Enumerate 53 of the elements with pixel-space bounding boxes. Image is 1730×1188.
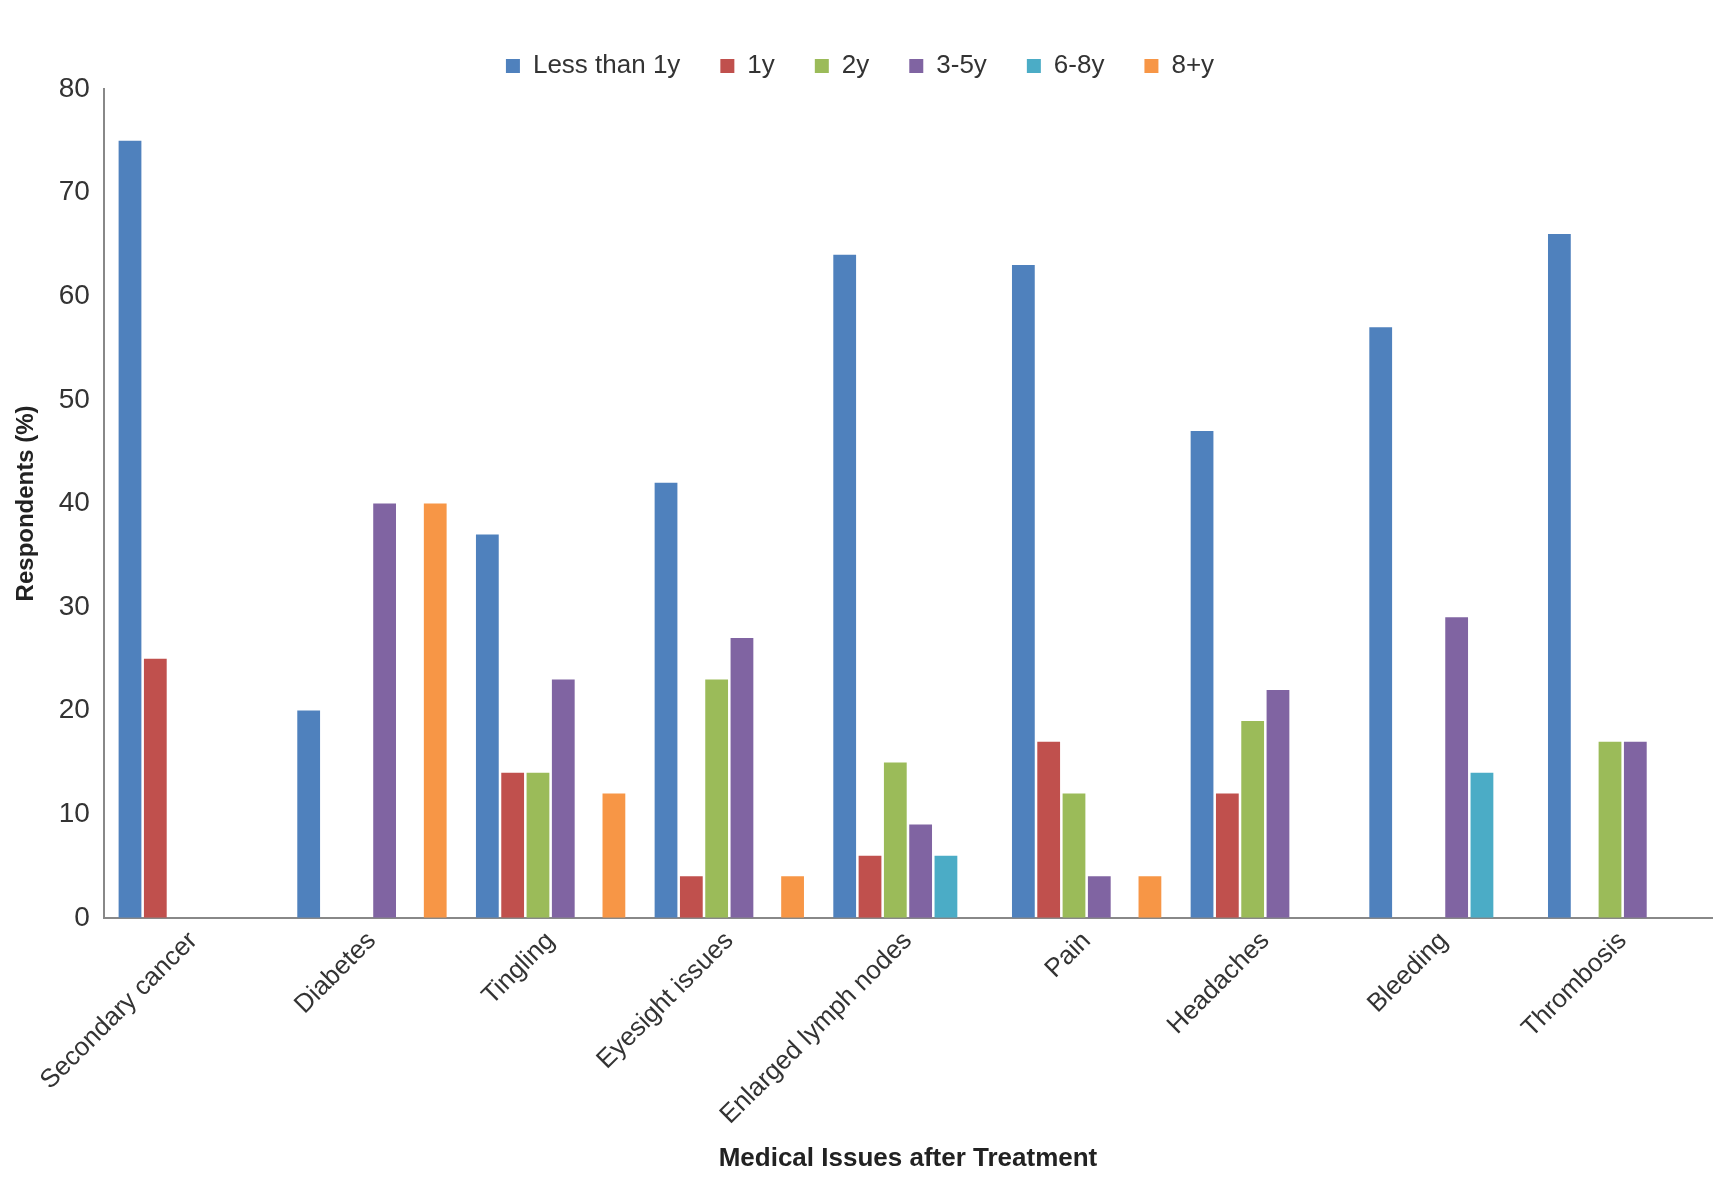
bar (501, 772, 525, 918)
y-tick-label: 10 (58, 796, 90, 828)
bar (118, 140, 142, 918)
bar (1138, 876, 1162, 918)
bar (1266, 689, 1290, 918)
bar (1623, 741, 1647, 918)
legend-label: 8+y (1171, 49, 1215, 80)
bar (1598, 741, 1622, 918)
bar (373, 503, 396, 918)
bar (526, 772, 550, 918)
bar (297, 710, 321, 918)
bar (883, 762, 907, 918)
bar (833, 254, 857, 918)
bar (1241, 720, 1265, 918)
bar (423, 503, 447, 918)
legend-label: 2y (841, 49, 870, 80)
legend-label: 3-5y (936, 49, 987, 80)
y-tick-label: 20 (58, 693, 90, 725)
legend-label: Less than 1y (532, 49, 681, 80)
bar (679, 876, 703, 918)
legend-label: 1y (747, 49, 775, 80)
bar (934, 855, 958, 918)
bar (1215, 793, 1239, 918)
bar (475, 534, 499, 918)
bar (1369, 327, 1393, 918)
bar (654, 482, 678, 918)
bar (781, 876, 804, 918)
bar (551, 679, 575, 918)
x-tick-label: Pain (1037, 924, 1096, 983)
bar (1062, 793, 1086, 918)
y-tick-label: 40 (58, 486, 90, 518)
bar (1445, 617, 1469, 918)
bar (730, 638, 754, 918)
bar (602, 793, 626, 918)
bar (1190, 430, 1214, 918)
y-tick-label: 80 (58, 71, 90, 103)
bar (1547, 234, 1571, 918)
y-tick-label: 30 (58, 589, 90, 621)
bar (858, 855, 882, 918)
bar (1470, 772, 1494, 918)
y-tick-label: 70 (58, 175, 90, 207)
bar (705, 679, 729, 918)
y-axis-title: Respondents (%) (11, 405, 39, 602)
bar (1037, 741, 1061, 918)
y-tick-label: 0 (74, 900, 90, 932)
y-tick-label: 50 (58, 382, 90, 414)
y-tick-label: 60 (58, 278, 90, 310)
bar (143, 658, 167, 918)
bar (909, 824, 933, 918)
bar (1087, 876, 1111, 918)
legend-label: 6-8y (1053, 49, 1105, 80)
x-axis-title: Medical Issues after Treatment (718, 1141, 1098, 1172)
bar (1011, 265, 1035, 918)
